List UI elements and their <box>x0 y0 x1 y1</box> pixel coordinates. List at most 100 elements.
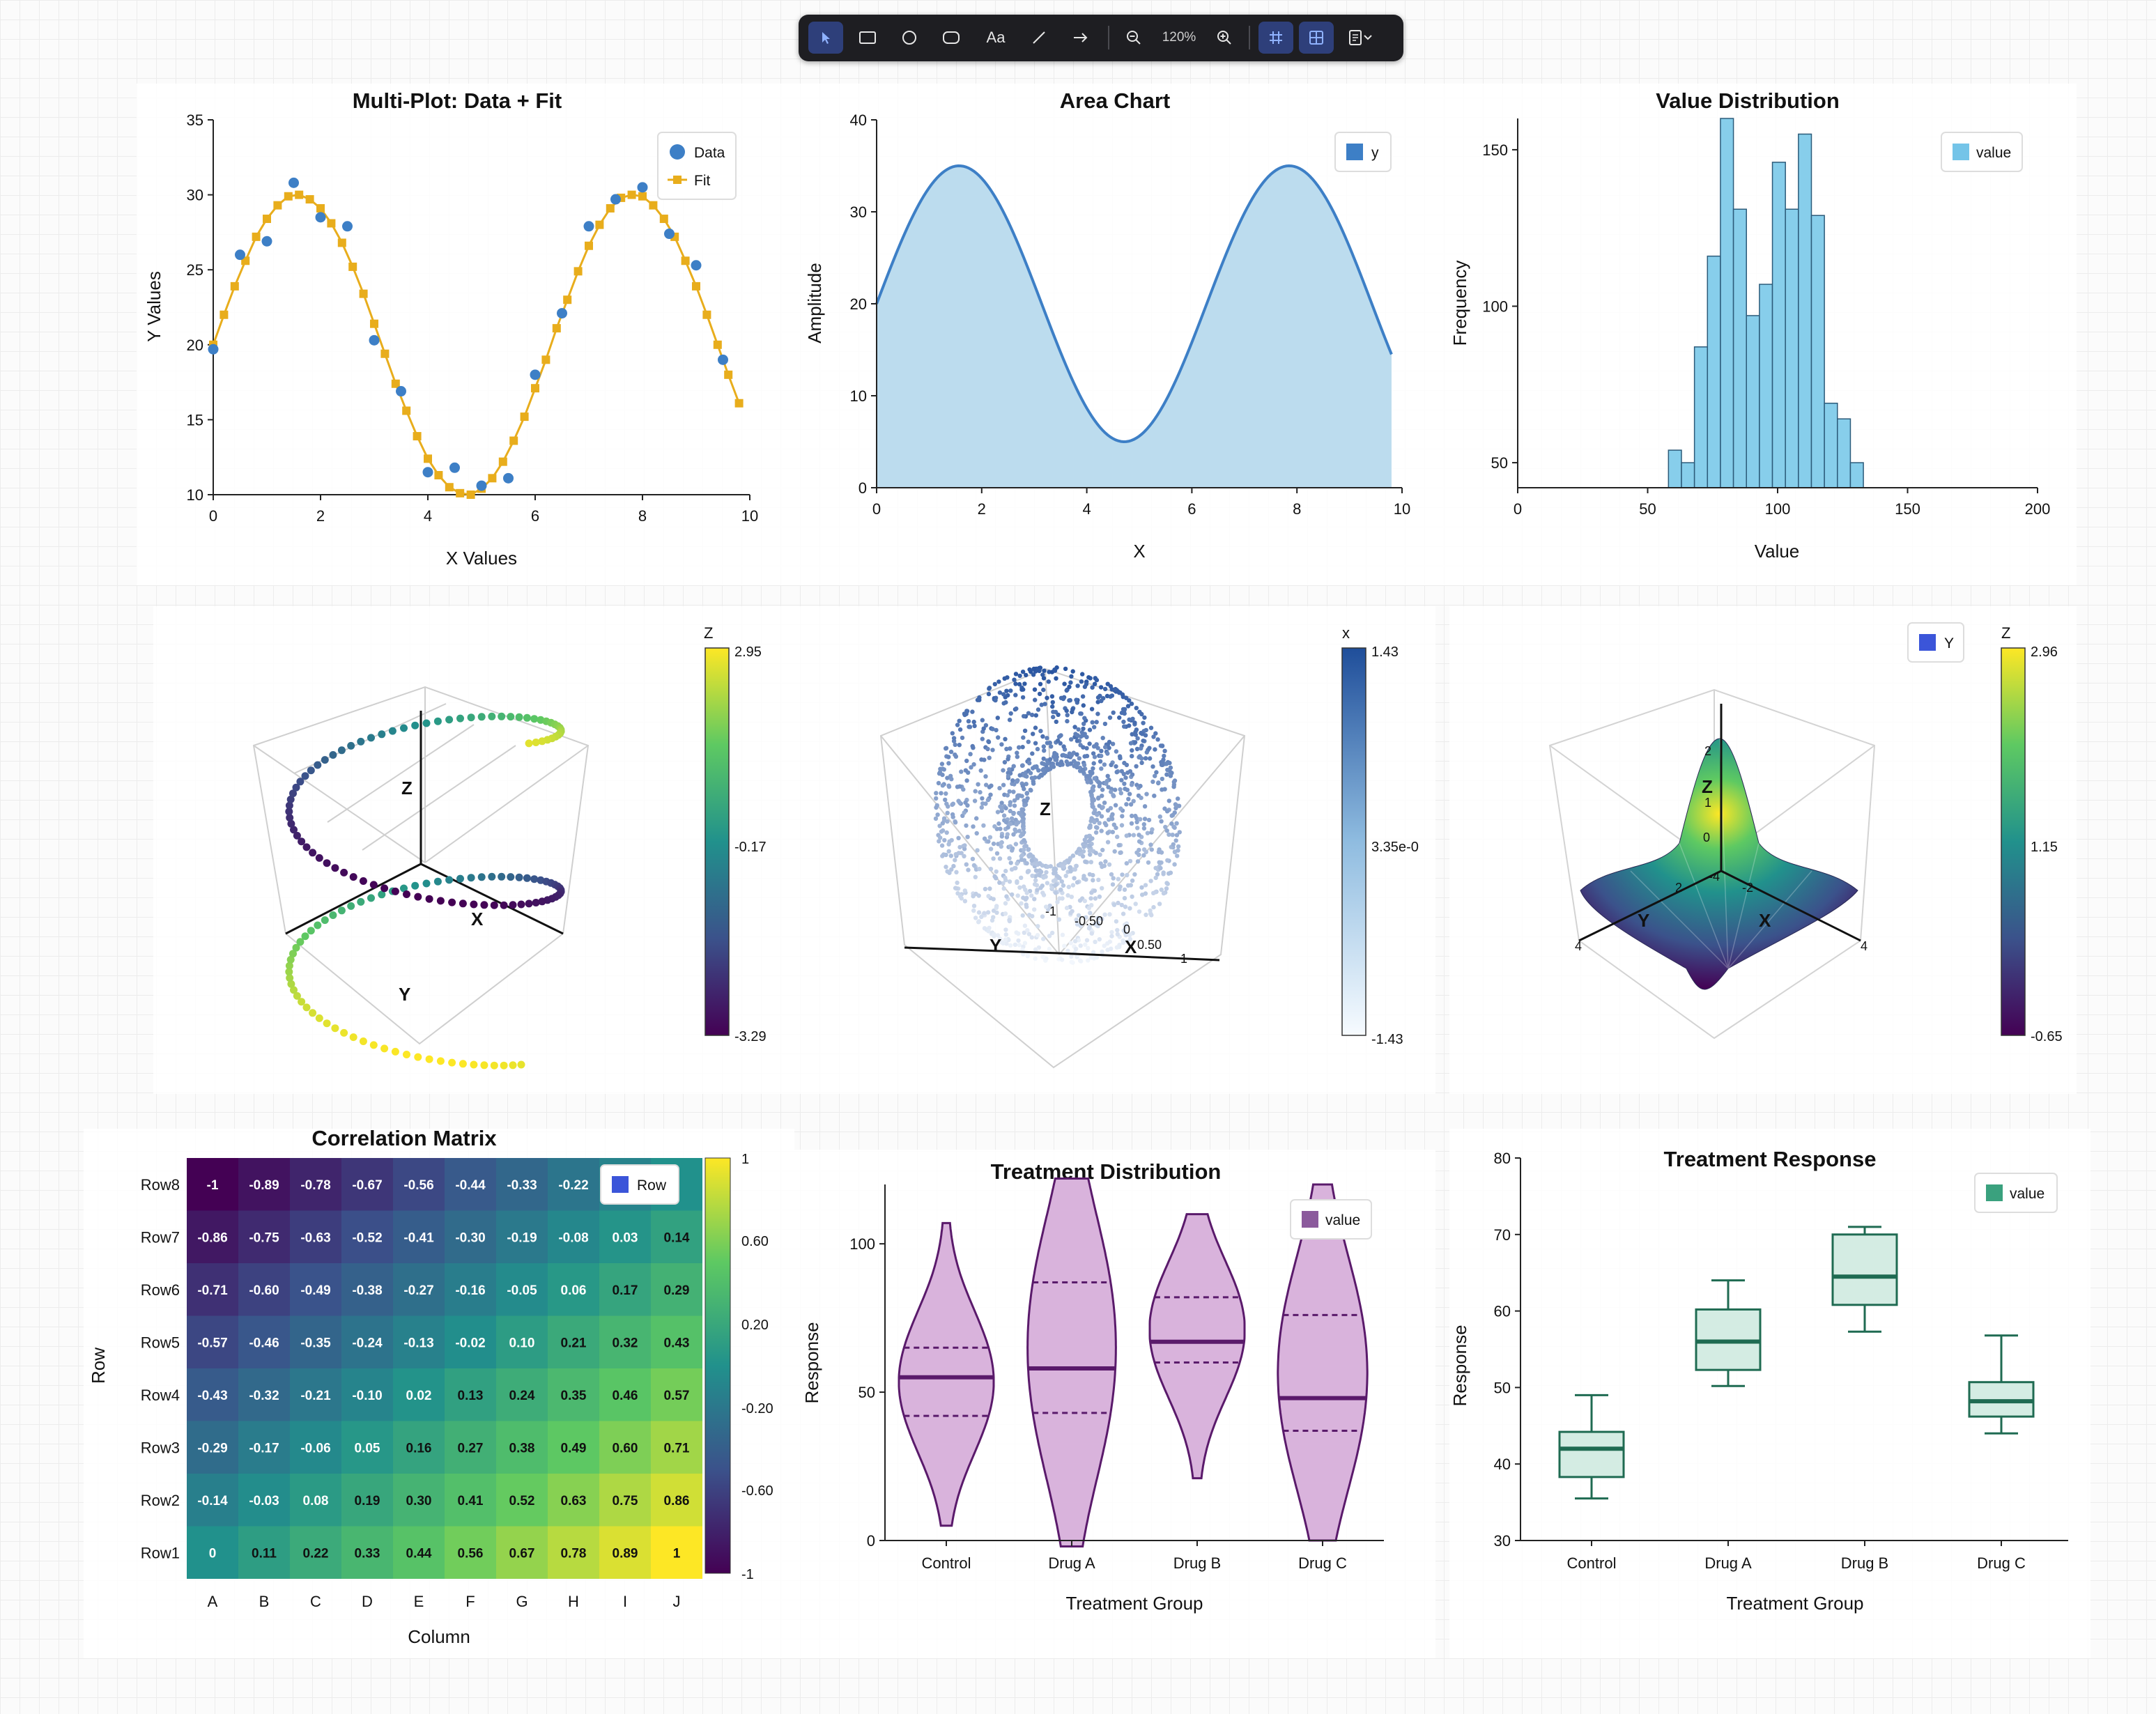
scatter-point <box>1148 842 1153 847</box>
x-tick-label: 6 <box>1187 500 1196 518</box>
scatter-point <box>1029 775 1035 780</box>
grid-toggle-button[interactable] <box>1258 22 1293 54</box>
scatter-point <box>1013 865 1018 871</box>
scatter-point <box>1019 853 1025 858</box>
scatter-point <box>962 888 967 893</box>
x-axis-label: Value <box>1755 541 1800 562</box>
scatter-point <box>1037 860 1042 866</box>
y-tick-label: 10 <box>187 486 203 504</box>
scatter-point <box>960 735 965 741</box>
violin-chart: Treatment Distribution Control Drug A Drug… <box>794 1150 1435 1658</box>
x-tick-label: Control <box>922 1554 971 1572</box>
scatter-point <box>1073 760 1078 766</box>
heatmap-cell <box>445 1263 496 1316</box>
colorbar-tick: 0.60 <box>741 1234 769 1249</box>
scatter-point <box>1109 934 1114 939</box>
scatter-point <box>488 872 496 881</box>
ellipse-tool-button[interactable] <box>892 22 927 54</box>
zoom-in-button[interactable] <box>1208 22 1240 54</box>
scatter-point <box>1019 687 1024 692</box>
scatter-point <box>1022 837 1026 843</box>
axis-tick: -1 <box>1045 904 1056 918</box>
scatter-point <box>1033 956 1038 961</box>
scatter-point <box>1067 751 1072 756</box>
heatmap-cell <box>290 1210 341 1263</box>
scatter-point <box>1006 693 1010 698</box>
scatter-point <box>1037 668 1042 674</box>
heatmap-cell <box>238 1526 290 1579</box>
heatmap-cell <box>445 1474 496 1527</box>
scatter-point <box>1033 741 1038 746</box>
scatter-point <box>1035 933 1040 938</box>
scatter-point <box>1015 893 1020 898</box>
scatter-point <box>950 814 955 819</box>
scatter-point <box>1165 767 1170 773</box>
scatter-point <box>1124 833 1129 838</box>
scatter-point <box>1038 870 1044 874</box>
scatter-point <box>538 737 546 746</box>
scatter-point <box>530 715 539 723</box>
scatter-point <box>1176 844 1181 849</box>
scatter-point <box>1067 684 1072 689</box>
scatter-point <box>388 727 396 735</box>
rectangle-tool-button[interactable] <box>850 22 885 54</box>
colorbar-tick: -0.60 <box>741 1483 773 1499</box>
rounded-rect-tool-button[interactable] <box>934 22 969 54</box>
arrow-tool-button[interactable] <box>1063 22 1098 54</box>
scatter-point <box>1053 867 1058 872</box>
y-tick-label: 35 <box>187 111 203 129</box>
scatter-point <box>1004 941 1009 946</box>
scatter-point <box>1171 842 1176 847</box>
scatter-point <box>1099 698 1104 704</box>
scatter-point <box>302 1003 311 1012</box>
heatmap-cell-label: -0.33 <box>507 1178 537 1193</box>
heatmap-cell <box>290 1263 341 1316</box>
scatter-point <box>1102 686 1108 692</box>
heatmap-cell-label: 0.33 <box>355 1546 380 1561</box>
heatmap-cell <box>599 1210 651 1263</box>
document-icon <box>1349 30 1362 45</box>
scatter-point <box>1121 940 1125 945</box>
zoom-out-button[interactable] <box>1118 22 1150 54</box>
scatter-point <box>538 897 546 906</box>
scatter-point <box>1121 719 1126 725</box>
select-tool-button[interactable] <box>808 22 843 54</box>
scatter-point <box>1068 697 1072 703</box>
scatter-point <box>1100 805 1105 810</box>
line-tool-button[interactable] <box>1022 22 1056 54</box>
scatter-point <box>942 837 947 843</box>
scatter-point <box>1076 727 1081 732</box>
scatter-point <box>285 968 293 976</box>
histogram-bar <box>1798 133 1812 488</box>
scatter-point <box>946 849 951 854</box>
violin-body <box>1148 1213 1246 1480</box>
heatmap-cell-label: 0.63 <box>561 1494 587 1508</box>
histogram-bar <box>1824 402 1838 488</box>
scatter-point <box>950 802 955 808</box>
text-tool-button[interactable]: Aa <box>976 22 1016 54</box>
scatter-point <box>1032 907 1037 912</box>
heatmap-cell <box>651 1526 702 1579</box>
heatmap-cell-label: 0.86 <box>664 1494 690 1508</box>
page-menu-button[interactable] <box>1339 22 1381 54</box>
scatter-point <box>1126 796 1131 801</box>
scatter-point <box>1022 923 1028 928</box>
scatter-point <box>1105 751 1110 756</box>
fit-point <box>316 203 325 213</box>
y-tick-label: 50 <box>858 1384 875 1401</box>
scatter-point <box>1033 947 1038 952</box>
heatmap-cell <box>393 1210 445 1263</box>
scatter-point <box>1064 688 1069 693</box>
scatter-point <box>1053 752 1058 757</box>
scatter-point <box>1077 756 1081 761</box>
heatmap-cell <box>548 1368 599 1421</box>
scatter-point <box>349 1033 357 1042</box>
scatter-point <box>532 739 540 746</box>
row-label: Row3 <box>141 1439 180 1456</box>
scatter-point <box>962 711 967 716</box>
heatmap-cell <box>445 1526 496 1579</box>
scatter-point <box>1029 893 1034 898</box>
snap-toggle-button[interactable] <box>1299 22 1334 54</box>
heatmap-cell-label: 0.75 <box>613 1494 638 1508</box>
scatter-point <box>1171 824 1176 829</box>
